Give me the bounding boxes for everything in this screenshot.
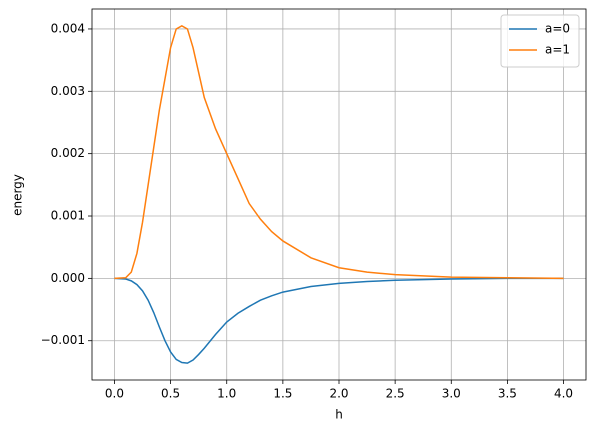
legend-box bbox=[500, 14, 580, 68]
y-tick-label: 0.004 bbox=[51, 21, 85, 35]
x-tick-label: 1.0 bbox=[217, 387, 236, 401]
x-tick-label: 4.0 bbox=[554, 387, 573, 401]
x-tick-label: 2.5 bbox=[386, 387, 405, 401]
x-tick-label: 2.0 bbox=[329, 387, 348, 401]
y-tick-label: 0.001 bbox=[51, 209, 85, 223]
x-tick-label: 1.5 bbox=[273, 387, 292, 401]
plot-frame bbox=[91, 8, 587, 381]
y-tick-label: 0.000 bbox=[51, 271, 85, 285]
legend-label: a=0 bbox=[545, 22, 570, 36]
x-tick-label: 3.5 bbox=[498, 387, 517, 401]
x-axis-label: h bbox=[335, 408, 343, 422]
line-series bbox=[114, 277, 564, 364]
line-series bbox=[114, 24, 564, 280]
x-tick-label: 0.0 bbox=[105, 387, 124, 401]
x-tick-label: 0.5 bbox=[161, 387, 180, 401]
legend-label: a=1 bbox=[545, 43, 570, 57]
y-tick-label: 0.002 bbox=[51, 146, 85, 160]
y-tick-label: 0.003 bbox=[51, 84, 85, 98]
x-tick-label: 3.0 bbox=[442, 387, 461, 401]
y-tick-label: −0.001 bbox=[41, 333, 85, 347]
y-axis-label: energy bbox=[11, 174, 25, 216]
